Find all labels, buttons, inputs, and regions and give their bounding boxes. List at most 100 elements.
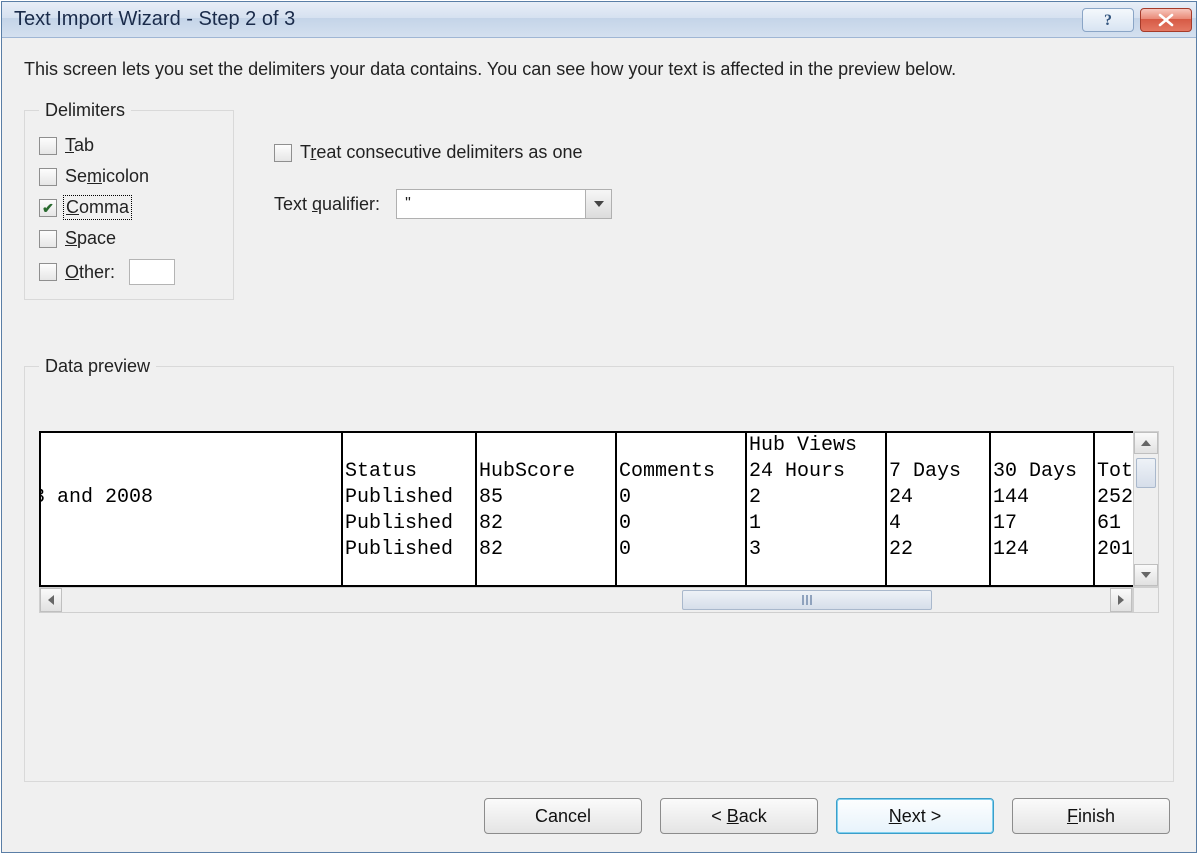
help-button[interactable]: ?: [1082, 8, 1134, 32]
delimiter-options: Treat consecutive delimiters as one Text…: [274, 100, 612, 219]
preview-col-0: FTP Server 2003 and 2008: [39, 433, 343, 585]
data-preview-legend: Data preview: [39, 356, 156, 377]
title-bar: Text Import Wizard - Step 2 of 3 ?: [2, 2, 1196, 38]
preview-header1-6: [991, 433, 1093, 459]
hscroll-thumb[interactable]: [682, 590, 932, 610]
svg-text:?: ?: [1104, 12, 1112, 29]
preview-header1-0: [39, 433, 341, 459]
vscroll-track[interactable]: [1134, 454, 1158, 564]
scroll-left-icon[interactable]: [40, 588, 62, 612]
delimiter-checkbox-4[interactable]: [39, 263, 57, 281]
delimiter-checkbox-2[interactable]: [39, 199, 57, 217]
preview-cell-4-1: 1: [747, 511, 885, 537]
instruction-text: This screen lets you set the delimiters …: [24, 56, 1174, 82]
preview-cell-1-2: Published: [343, 537, 475, 563]
preview-header1-7: [1095, 433, 1133, 459]
treat-consecutive-row: Treat consecutive delimiters as one: [274, 142, 612, 163]
text-qualifier-combo[interactable]: ": [396, 189, 612, 219]
scroll-corner: [1133, 587, 1159, 613]
preview-cell-4-0: 2: [747, 485, 885, 511]
preview-col-7: Tot25261201: [1095, 433, 1133, 585]
preview-header1-3: [617, 433, 745, 459]
finish-button[interactable]: Finish: [1012, 798, 1170, 834]
preview-header2-0: [39, 459, 341, 485]
delimiters-legend: Delimiters: [39, 100, 131, 121]
preview-cell-1-1: Published: [343, 511, 475, 537]
preview-header2-2: HubScore: [477, 459, 615, 485]
preview-col-4: Hub Views24 Hours213: [747, 433, 887, 585]
delimiter-row-2: Comma: [39, 197, 219, 218]
preview-cell-4-2: 3: [747, 537, 885, 563]
preview-header2-5: 7 Days: [887, 459, 989, 485]
preview-cell-6-0: 144: [991, 485, 1093, 511]
preview-cell-5-0: 24: [887, 485, 989, 511]
vertical-scrollbar[interactable]: [1133, 431, 1159, 587]
preview-cell-6-1: 17: [991, 511, 1093, 537]
preview-header2-7: Tot: [1095, 459, 1133, 485]
preview-cell-7-1: 61: [1095, 511, 1133, 537]
preview-cell-3-1: 0: [617, 511, 745, 537]
back-button[interactable]: < Back: [660, 798, 818, 834]
preview-col-2: HubScore858282: [477, 433, 617, 585]
preview-cell-2-2: 82: [477, 537, 615, 563]
data-preview-group: Data preview FTP Server 2003 and 2008Sta…: [24, 356, 1174, 782]
window-controls: ?: [1082, 8, 1192, 32]
delimiter-checkbox-1[interactable]: [39, 168, 57, 186]
preview-cell-3-0: 0: [617, 485, 745, 511]
preview-header2-6: 30 Days: [991, 459, 1093, 485]
delimiter-row-0: Tab: [39, 135, 219, 156]
delimiter-row-1: Semicolon: [39, 166, 219, 187]
delimiter-label-1: Semicolon: [65, 166, 149, 187]
preview-cell-5-2: 22: [887, 537, 989, 563]
preview-header1-2: [477, 433, 615, 459]
horizontal-scrollbar[interactable]: [39, 587, 1133, 613]
window-title: Text Import Wizard - Step 2 of 3: [14, 8, 1082, 31]
delimiter-label-2: Comma: [65, 197, 130, 218]
preview-grid: FTP Server 2003 and 2008StatusPublishedP…: [39, 431, 1133, 587]
delimiter-row-3: Space: [39, 228, 219, 249]
treat-consecutive-checkbox[interactable]: [274, 144, 292, 162]
scroll-down-icon[interactable]: [1134, 564, 1158, 586]
delimiter-label-3: Space: [65, 228, 116, 249]
scroll-up-icon[interactable]: [1134, 432, 1158, 454]
hscroll-track[interactable]: [62, 588, 1110, 612]
next-button[interactable]: Next >: [836, 798, 994, 834]
other-delimiter-input[interactable]: [129, 259, 175, 285]
data-preview-box: FTP Server 2003 and 2008StatusPublishedP…: [39, 431, 1159, 613]
dropdown-icon[interactable]: [585, 190, 611, 218]
delimiter-checkbox-0[interactable]: [39, 137, 57, 155]
delimiters-group: Delimiters Tab Semicolon Comma Space Other:: [24, 100, 234, 300]
preview-cell-0-0: FTP Server 2003 and 2008: [39, 485, 341, 511]
preview-col-1: StatusPublishedPublishedPublished: [343, 433, 477, 585]
preview-cell-0-2: [39, 537, 341, 563]
finish-label: Finish: [1067, 806, 1115, 827]
cancel-label: Cancel: [535, 806, 591, 827]
text-qualifier-row: Text qualifier: ": [274, 189, 612, 219]
treat-consecutive-label: Treat consecutive delimiters as one: [300, 142, 582, 163]
preview-col-6: 30 Days14417124: [991, 433, 1095, 585]
preview-cell-7-2: 201: [1095, 537, 1133, 563]
preview-header2-4: 24 Hours: [747, 459, 885, 485]
preview-header2-1: Status: [343, 459, 475, 485]
back-label: < Back: [711, 806, 767, 827]
preview-cell-6-2: 124: [991, 537, 1093, 563]
preview-cell-3-2: 0: [617, 537, 745, 563]
button-row: Cancel < Back Next > Finish: [24, 782, 1174, 838]
delimiter-label-0: Tab: [65, 135, 94, 156]
preview-header1-5: [887, 433, 989, 459]
preview-col-3: Comments000: [617, 433, 747, 585]
cancel-button[interactable]: Cancel: [484, 798, 642, 834]
delimiter-label-4: Other:: [65, 262, 115, 283]
preview-cell-5-1: 4: [887, 511, 989, 537]
dialog-body: This screen lets you set the delimiters …: [2, 38, 1196, 852]
vscroll-thumb[interactable]: [1136, 458, 1156, 488]
next-label: Next >: [889, 806, 942, 827]
scroll-right-icon[interactable]: [1110, 588, 1132, 612]
text-qualifier-label: Text qualifier:: [274, 194, 380, 215]
delimiter-checkbox-3[interactable]: [39, 230, 57, 248]
preview-cell-1-0: Published: [343, 485, 475, 511]
close-button[interactable]: [1140, 8, 1192, 32]
preview-cell-0-1: [39, 511, 341, 537]
preview-cell-7-0: 252: [1095, 485, 1133, 511]
dialog-window: Text Import Wizard - Step 2 of 3 ? This …: [1, 1, 1197, 853]
